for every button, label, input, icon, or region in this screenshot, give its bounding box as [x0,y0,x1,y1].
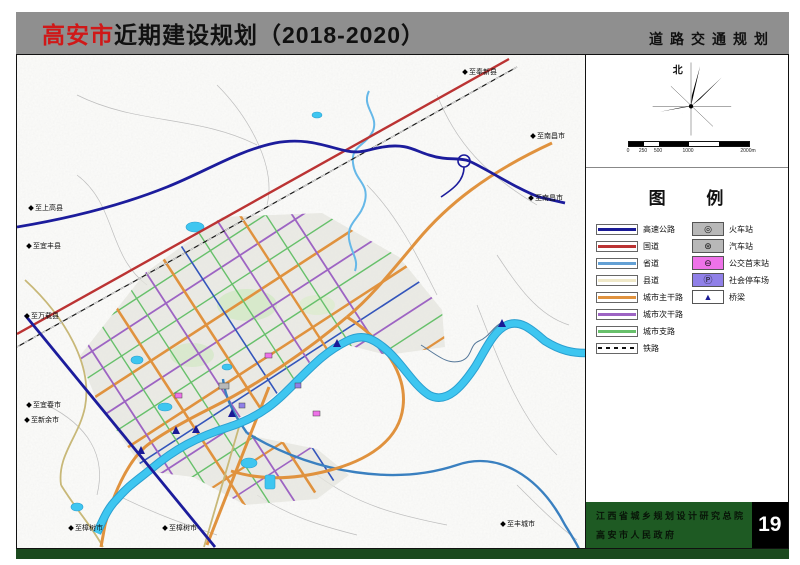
north-arrow-icon: 北 [652,62,732,136]
map-label: 至宜丰县 [26,241,61,251]
map-label: 至丰城市 [500,519,535,529]
legend-item-bus-terminus: ⊖ 公交首末站 [692,256,769,270]
expressway-group [17,139,566,548]
compass-block: 北 0 250 500 1000 [586,55,788,168]
route-end-dot [24,417,30,423]
legend-title: 图 例 [648,189,742,208]
route-end-dot [500,521,506,527]
route-end-dot [26,243,32,249]
route-end-dot [68,525,74,531]
map-label: 至南昌市 [530,131,565,141]
national-road-group [17,57,518,348]
stations-group [174,352,321,417]
credits-box: 江西省城乡规划设计研究总院 高安市人民政府 [586,502,752,548]
scale-tick: 250 [638,148,648,154]
legend-item-national-road: 国道 [596,240,692,252]
bridge-icon: ▲ [692,290,724,304]
legend-item-train-station: ◎ 火车站 [692,222,769,236]
map-label: 至南昌市 [528,193,563,203]
credit-institute: 江西省城乡规划设计研究总院 [596,511,746,521]
page-number: 19 [751,502,788,548]
map-svg [17,55,585,548]
map-label: 至宜春市 [26,400,61,410]
map-canvas: 至奉新县 至南昌市 至南昌市 至上高县 至宜丰县 至万载县 至宜春市 至新余市 … [16,54,586,549]
footer-strip [16,549,789,559]
side-panel: 北 0 250 500 1000 [586,54,789,549]
bus-station-icon: ⊛ [692,239,724,253]
map-label: 至樟树市 [68,523,103,533]
map-label: 至新余市 [24,415,59,425]
page-title: 高安市近期建设规划（2018-2020） [42,16,425,50]
scale-tick: 1000 [682,148,694,154]
legend: 图 例 高速公路 国道 省道 县道 城市主干路 城市次干路 城市支路 铁路 [586,168,788,502]
sheet-frame: 高安市近期建设规划（2018-2020） 道路交通规划 [16,12,789,559]
parking-icon: Ⓟ [692,273,724,287]
sheet-subtitle: 道路交通规划 [649,31,775,47]
page-title-rest: 近期建设规划（2018-2020） [114,22,425,48]
legend-item-bus-station: ⊛ 汽车站 [692,239,769,253]
legend-item-secondary-road: 城市次干路 [596,308,692,320]
legend-item-public-parking: Ⓟ 社会停车场 [692,273,769,287]
route-end-dot [528,195,534,201]
page-title-city: 高安市 [42,22,114,48]
legend-item-county-road: 县道 [596,274,692,286]
route-end-dot [530,133,536,139]
header-band: 高安市近期建设规划（2018-2020） 道路交通规划 [16,12,789,54]
map-label: 至樟树市 [162,523,197,533]
train-station-icon: ◎ [692,222,724,236]
map-label: 至奉新县 [462,67,497,77]
legend-item-provincial-road: 省道 [596,257,692,269]
bridges-group [137,319,506,454]
route-end-dot [162,525,168,531]
scale-bar-segments [628,141,750,147]
map-label: 至上高县 [28,203,63,213]
scale-bar: 0 250 500 1000 2000m [626,141,756,157]
north-label: 北 [673,63,683,76]
legend-station-column: ◎ 火车站 ⊛ 汽车站 ⊖ 公交首末站 Ⓟ 社会停车场 ▲ 桥梁 [692,222,769,359]
credit-government: 高安市人民政府 [596,530,677,540]
scale-tick: 2000m [740,148,756,154]
scale-tick: 0 [626,148,630,154]
legend-item-branch-road: 城市支路 [596,325,692,337]
legend-road-column: 高速公路 国道 省道 县道 城市主干路 城市次干路 城市支路 铁路 [596,223,692,359]
lakes-group [70,111,323,512]
route-end-dot [26,402,32,408]
legend-item-expressway: 高速公路 [596,223,692,235]
bus-terminus-icon: ⊖ [692,256,724,270]
credits-block: 江西省城乡规划设计研究总院 高安市人民政府 19 [586,502,788,548]
legend-item-main-road: 城市主干路 [596,291,692,303]
map-label: 至万载县 [24,311,59,321]
route-end-dot [24,313,30,319]
legend-item-bridge: ▲ 桥梁 [692,290,769,304]
legend-item-railway: 铁路 [596,342,692,354]
scale-tick: 500 [653,148,663,154]
sheet-content: 至奉新县 至南昌市 至南昌市 至上高县 至宜丰县 至万载县 至宜春市 至新余市 … [16,54,789,549]
route-end-dot [462,69,468,75]
route-end-dot [28,205,34,211]
